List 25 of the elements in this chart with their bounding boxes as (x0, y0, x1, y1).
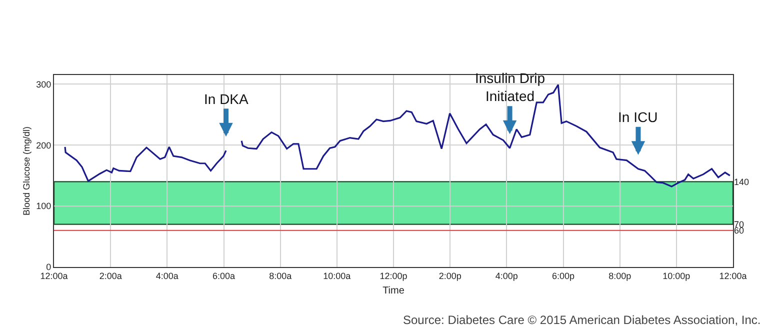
x-tick-label: 8:00p (608, 270, 632, 281)
x-tick-label: 2:00a (99, 270, 122, 281)
x-tick-label: 10:00p (662, 270, 690, 281)
y2-tick-label: 60 (734, 226, 744, 236)
x-tick-label: 4:00p (495, 270, 518, 281)
x-tick-label: 2:00p (438, 270, 462, 281)
y-tick-label: 100 (36, 201, 52, 212)
x-tick-label: 12:00p (380, 270, 408, 281)
y-tick-label: 200 (36, 140, 52, 150)
x-axis-title: Time (382, 285, 405, 296)
x-tick-label: 6:00p (552, 270, 575, 281)
y-tick-label: 300 (36, 79, 52, 90)
x-tick-label: 12:00a (719, 270, 747, 281)
y-axis-title: Blood Glucose (mg/dl) (22, 126, 32, 216)
source-note: Source: Diabetes Care © 2015 American Diabetes Association, Inc. (403, 313, 761, 327)
x-tick-label: 6:00a (212, 270, 236, 281)
annotation: In DKA (204, 91, 250, 107)
annotation: Insulin Drip Initiated (475, 70, 546, 104)
x-tick-label: 12:00a (40, 270, 68, 281)
annotation: In ICU (618, 109, 658, 125)
y2-tick-label: 140 (734, 176, 750, 187)
y-tick-label: 0 (46, 262, 52, 272)
x-tick-label: 10:00a (323, 270, 351, 281)
x-tick-label: 4:00a (156, 270, 178, 281)
x-tick-label: 8:00a (269, 270, 292, 281)
